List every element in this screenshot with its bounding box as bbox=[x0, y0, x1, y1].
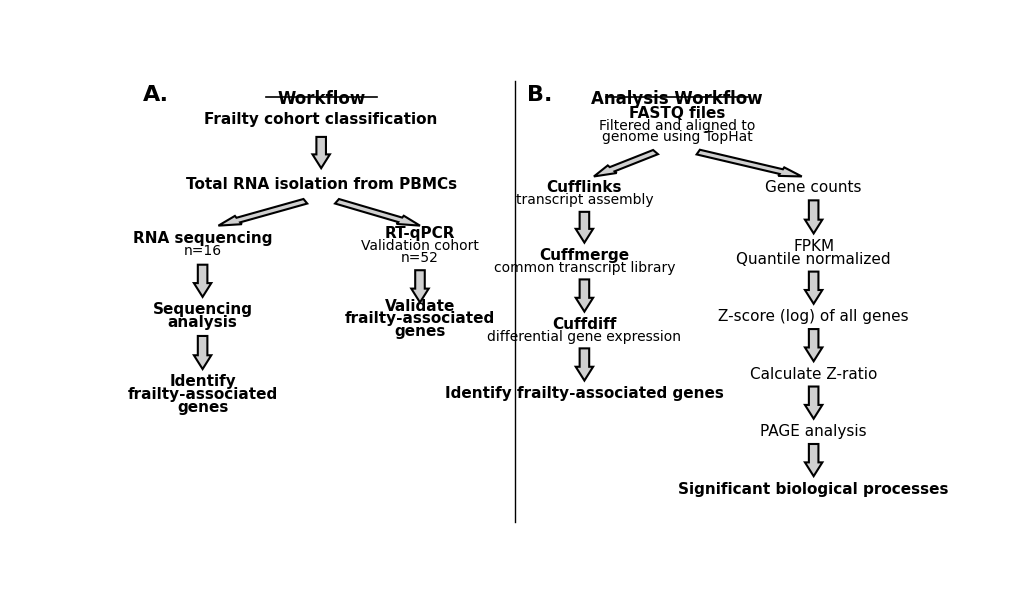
FancyArrow shape bbox=[804, 444, 821, 476]
FancyArrow shape bbox=[593, 150, 657, 177]
FancyArrow shape bbox=[575, 349, 592, 380]
Text: frailty-associated: frailty-associated bbox=[344, 312, 494, 327]
Text: Validate: Validate bbox=[384, 298, 454, 313]
Text: Cuffmerge: Cuffmerge bbox=[539, 248, 629, 263]
Text: Analysis Workflow: Analysis Workflow bbox=[590, 90, 762, 108]
FancyArrow shape bbox=[804, 201, 821, 233]
Text: genome using TopHat: genome using TopHat bbox=[601, 130, 752, 144]
Text: genes: genes bbox=[176, 400, 228, 415]
FancyArrow shape bbox=[411, 270, 428, 303]
Text: frailty-associated: frailty-associated bbox=[127, 387, 277, 402]
Text: A.: A. bbox=[143, 85, 169, 106]
Text: RT-qPCR: RT-qPCR bbox=[384, 226, 454, 241]
FancyArrow shape bbox=[575, 279, 592, 312]
Text: FPKM: FPKM bbox=[793, 239, 834, 254]
FancyArrow shape bbox=[804, 386, 821, 418]
Text: Identify: Identify bbox=[169, 374, 235, 389]
Text: Significant biological processes: Significant biological processes bbox=[678, 482, 948, 497]
Text: Total RNA isolation from PBMCs: Total RNA isolation from PBMCs bbox=[185, 177, 457, 192]
Text: Identify frailty-associated genes: Identify frailty-associated genes bbox=[444, 386, 723, 401]
Text: Filtered and aligned to: Filtered and aligned to bbox=[598, 119, 754, 133]
Text: Cuffdiff: Cuffdiff bbox=[551, 317, 616, 332]
FancyArrow shape bbox=[312, 137, 329, 168]
Text: Cufflinks: Cufflinks bbox=[546, 180, 622, 195]
Text: analysis: analysis bbox=[167, 315, 237, 330]
Text: Quantile normalized: Quantile normalized bbox=[736, 252, 890, 267]
FancyArrow shape bbox=[696, 150, 801, 177]
Text: Workflow: Workflow bbox=[277, 90, 365, 108]
Text: Sequencing: Sequencing bbox=[153, 302, 253, 317]
Text: n=16: n=16 bbox=[183, 244, 221, 258]
Text: transcript assembly: transcript assembly bbox=[515, 193, 652, 207]
Text: Validation cohort: Validation cohort bbox=[361, 239, 479, 253]
Text: Frailty cohort classification: Frailty cohort classification bbox=[204, 112, 437, 127]
Text: FASTQ files: FASTQ files bbox=[628, 106, 725, 121]
FancyArrow shape bbox=[334, 199, 420, 226]
Text: B.: B. bbox=[526, 85, 551, 106]
Text: Z-score (log) of all genes: Z-score (log) of all genes bbox=[717, 309, 908, 324]
Text: RNA sequencing: RNA sequencing bbox=[132, 230, 272, 245]
FancyArrow shape bbox=[804, 329, 821, 361]
Text: Calculate Z-ratio: Calculate Z-ratio bbox=[749, 367, 876, 381]
FancyArrow shape bbox=[194, 336, 211, 369]
Text: genes: genes bbox=[394, 324, 445, 339]
FancyArrow shape bbox=[575, 212, 592, 242]
Text: n=52: n=52 bbox=[400, 251, 438, 265]
FancyArrow shape bbox=[804, 272, 821, 304]
FancyArrow shape bbox=[218, 199, 307, 226]
Text: differential gene expression: differential gene expression bbox=[487, 330, 681, 344]
FancyArrow shape bbox=[194, 264, 211, 297]
Text: PAGE analysis: PAGE analysis bbox=[759, 424, 866, 439]
Text: Gene counts: Gene counts bbox=[764, 180, 861, 195]
Text: common transcript library: common transcript library bbox=[493, 261, 675, 275]
